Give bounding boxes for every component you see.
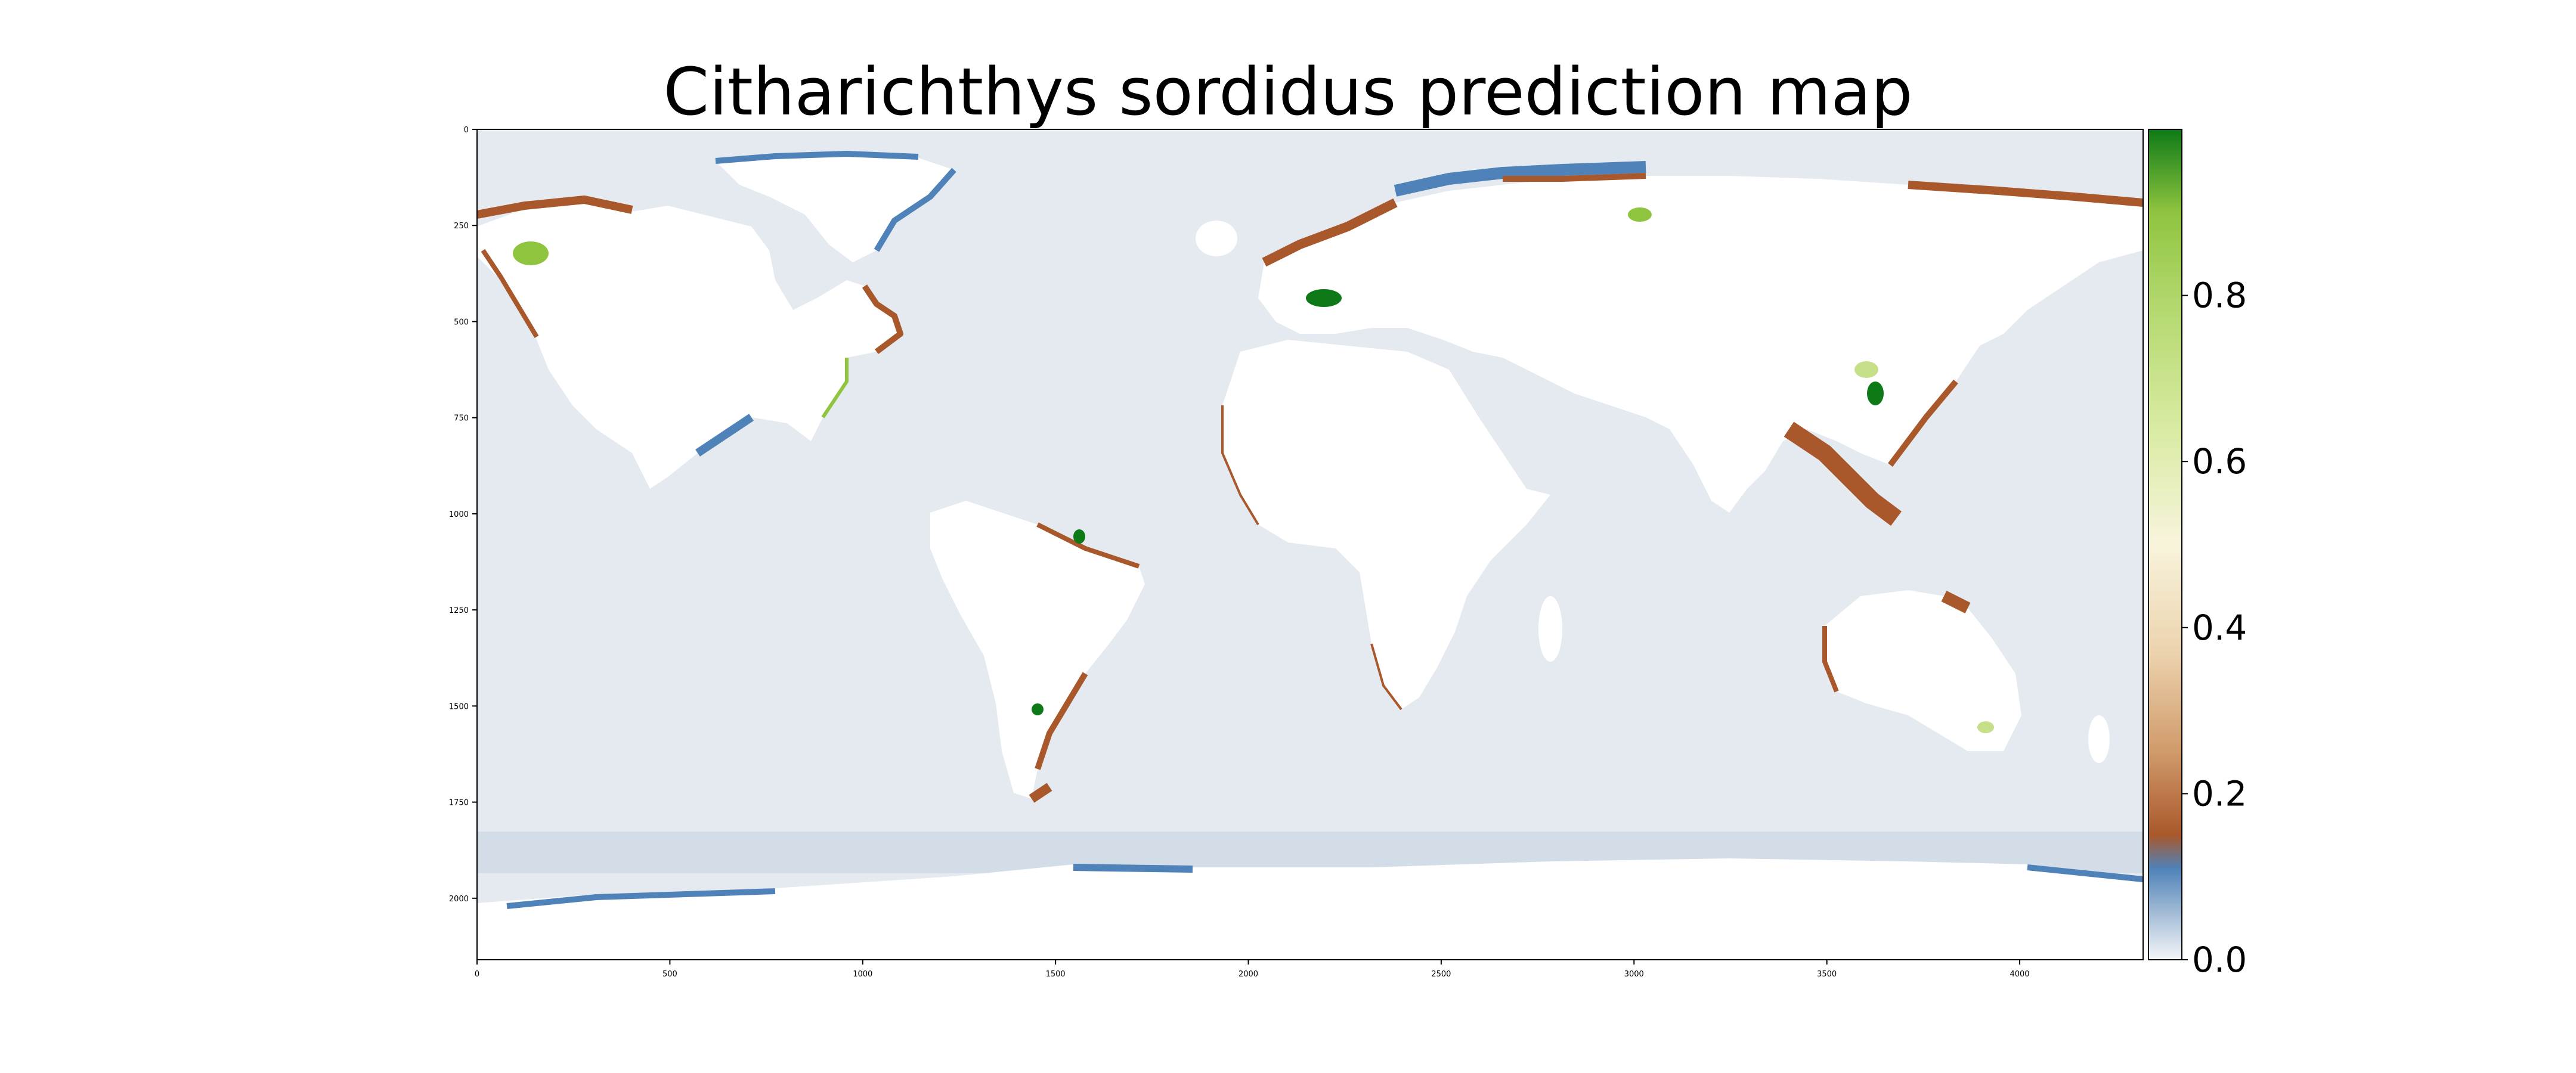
map-axes-frame (476, 129, 2144, 960)
africa-landmass (1222, 340, 1550, 709)
y-tick-label: 500 (454, 318, 469, 327)
colorbar-tick-label: 0.8 (2192, 275, 2247, 316)
madagascar-landmass (1538, 596, 1562, 662)
x-tick-label: 3000 (1624, 970, 1644, 979)
greenland-landmass (716, 155, 954, 262)
colorbar-tick-label: 0.6 (2192, 441, 2247, 482)
y-tick-label: 1250 (449, 606, 469, 615)
new-zealand-landmass (2088, 715, 2110, 763)
x-tick-label: 4000 (2010, 970, 2029, 979)
antarctica-landmass (477, 858, 2143, 960)
eurasia-landmass (1258, 176, 2143, 513)
x-tick-label: 1000 (853, 970, 872, 979)
y-tick-label: 750 (454, 414, 469, 423)
australia-landmass (1825, 590, 2021, 751)
continents (477, 155, 2143, 960)
x-tick-label: 3500 (1817, 970, 1837, 979)
north-america-landmass (477, 203, 900, 489)
x-tick-label: 500 (662, 970, 677, 979)
y-tick-label: 1750 (449, 799, 469, 808)
y-tick-label: 250 (454, 222, 469, 231)
x-tick-label: 1500 (1046, 970, 1066, 979)
x-tick-label: 0 (475, 970, 479, 979)
y-tick-label: 1000 (449, 510, 469, 519)
coastal-predictions (477, 151, 2143, 909)
colorbar-ticks: 0.0 0.2 0.4 0.6 0.8 (2182, 275, 2247, 980)
y-tick-label: 1500 (449, 702, 469, 711)
map-title: Citharichthys sordidus prediction map (663, 54, 1913, 130)
y-tick-label: 2000 (449, 895, 469, 904)
x-tick-label: 2000 (1239, 970, 1258, 979)
x-axis-ticks: 0 500 1000 1500 2000 2500 3000 3500 4000 (475, 960, 2030, 979)
south-america-landmass (930, 501, 1145, 799)
high-probability-patches (513, 207, 1994, 733)
colorbar-tick-label: 0.0 (2192, 939, 2247, 980)
y-axis-ticks: 0 250 500 750 1000 1250 1500 1750 2000 (449, 126, 477, 904)
colorbar (2148, 129, 2182, 960)
y-tick-label: 0 (464, 126, 469, 135)
x-tick-label: 2500 (1431, 970, 1451, 979)
colorbar-tick-label: 0.4 (2192, 607, 2247, 648)
colorbar-tick-label: 0.2 (2192, 773, 2247, 814)
uk-landmass (1196, 221, 1237, 256)
map-plot-area (477, 129, 2143, 960)
